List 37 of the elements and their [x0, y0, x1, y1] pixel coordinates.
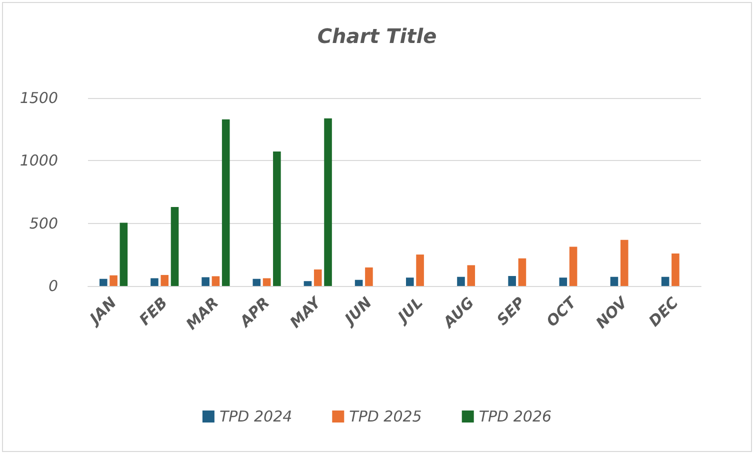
y-tick-label: 500: [29, 214, 58, 232]
bar: [416, 254, 424, 286]
bar: [262, 278, 271, 286]
bar: [508, 276, 516, 286]
bar: [304, 281, 312, 286]
bar: [569, 246, 578, 286]
bar: [273, 152, 281, 286]
y-tick-label: 0: [48, 277, 58, 295]
bar: [314, 269, 322, 286]
legend-label: TPD 2025: [349, 408, 422, 426]
y-tick-label: 1000: [20, 152, 58, 170]
bar: [518, 258, 526, 286]
bar: [610, 276, 618, 286]
bar: [661, 276, 670, 286]
bar: [324, 118, 332, 286]
bar: [672, 254, 680, 286]
bar: [406, 278, 414, 286]
bar: [467, 265, 476, 286]
bar: [354, 280, 363, 286]
bar: [212, 276, 220, 286]
bar: [110, 275, 118, 286]
bar: [365, 267, 373, 286]
bar: [99, 278, 108, 286]
bar: [202, 277, 210, 286]
bar: [150, 278, 158, 286]
bar: [559, 278, 568, 286]
bar: [252, 278, 261, 286]
bar: [620, 240, 628, 286]
bar: [120, 222, 128, 286]
legend-label: TPD 2024: [219, 408, 292, 426]
chart-title: Chart Title: [317, 24, 437, 48]
y-tick-label: 1500: [20, 89, 58, 107]
bar: [457, 276, 465, 286]
bar: [160, 274, 169, 286]
legend-label: TPD 2026: [478, 408, 552, 426]
bar: [170, 207, 179, 286]
bar: [222, 119, 230, 286]
